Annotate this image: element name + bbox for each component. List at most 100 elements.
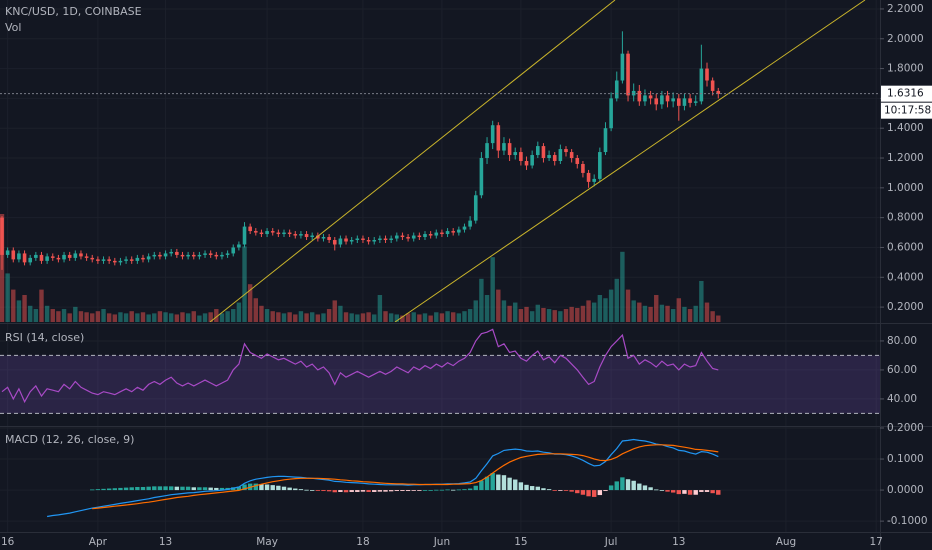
countdown-box xyxy=(881,102,932,119)
candle-body xyxy=(146,256,151,260)
volume-bar xyxy=(620,251,625,322)
candle-body xyxy=(84,256,89,258)
volume-bar xyxy=(174,314,180,322)
candle-body xyxy=(637,90,642,102)
volume-bar xyxy=(586,300,591,322)
macd-histogram-bar xyxy=(614,481,619,491)
volume-bar xyxy=(146,314,151,322)
volume-bar xyxy=(490,257,495,322)
volume-bar xyxy=(214,309,219,322)
candle-body xyxy=(547,155,551,159)
volume-bar xyxy=(372,314,377,322)
volume-bar xyxy=(411,312,416,322)
x-tick-label: 16 xyxy=(1,536,15,548)
volume-layer xyxy=(0,214,721,322)
macd-histogram-bar xyxy=(405,490,411,492)
macd-histogram-bar xyxy=(394,490,399,492)
candle-body xyxy=(688,98,692,103)
volume-bar xyxy=(135,313,140,322)
y-tick-label: 2.0000 xyxy=(887,33,924,45)
candle-body xyxy=(293,234,298,236)
volume-bar xyxy=(50,309,55,322)
volume-bar xyxy=(563,309,569,322)
volume-bar xyxy=(157,311,163,322)
candle-body xyxy=(287,232,292,235)
candle-body xyxy=(276,232,281,235)
macd-histogram-bar xyxy=(236,486,242,491)
volume-bar xyxy=(699,280,704,322)
candle-body xyxy=(457,229,461,233)
x-tick-label: 15 xyxy=(514,536,527,548)
candle-body xyxy=(541,146,546,159)
y-tick-label: 1.8000 xyxy=(887,63,924,75)
candle-body xyxy=(186,254,190,257)
volume-bar xyxy=(270,311,275,322)
y-tick-label: 0.2000 xyxy=(887,422,924,434)
candle-body xyxy=(361,238,365,241)
candle-body xyxy=(344,238,348,242)
macd-histogram-bar xyxy=(456,489,462,491)
candle-body xyxy=(34,254,38,258)
volume-bar xyxy=(592,302,597,322)
candle-body xyxy=(389,238,393,241)
macd-histogram-bar xyxy=(654,489,659,491)
candle-body xyxy=(519,152,523,161)
macd-histogram-bar xyxy=(349,490,354,492)
volume-bar xyxy=(405,313,411,322)
candle-body xyxy=(231,247,236,254)
volume-bar xyxy=(631,300,636,322)
macd-histogram-bar xyxy=(242,484,247,491)
volume-bar xyxy=(687,309,693,322)
volume-bar xyxy=(394,314,399,322)
volume-bar xyxy=(247,284,253,322)
candle-body xyxy=(118,260,123,263)
volume-bar xyxy=(541,307,546,322)
macd-histogram-bar xyxy=(135,486,140,491)
volume-bar xyxy=(118,312,123,322)
candle-body xyxy=(626,53,630,96)
y-tick-label: 1.4000 xyxy=(887,122,924,134)
macd-histogram-bar xyxy=(687,490,693,495)
rsi-pane xyxy=(0,328,880,414)
candle-body xyxy=(107,259,111,261)
candle-layer xyxy=(0,31,721,270)
candle-body xyxy=(530,155,534,166)
macd-histogram-bar xyxy=(699,490,704,492)
macd-histogram-bar xyxy=(321,490,326,492)
macd-histogram-bar xyxy=(631,480,636,491)
candle-body xyxy=(254,231,258,233)
volume-bar xyxy=(569,306,574,322)
volume-bar xyxy=(642,305,648,322)
macd-histogram-bar xyxy=(377,490,383,492)
volume-bar xyxy=(242,246,247,322)
volume-bar xyxy=(473,300,478,322)
macd-histogram-bar xyxy=(118,487,123,491)
macd-histogram-bar xyxy=(648,487,653,491)
volume-bar xyxy=(61,309,67,322)
y-tick-label: 2.2000 xyxy=(887,3,924,15)
symbol-title: KNC/USD, 1D, COINBASE xyxy=(5,5,142,18)
volume-bar xyxy=(56,311,61,322)
volume-label: Vol xyxy=(5,21,21,34)
volume-bar xyxy=(648,306,653,322)
candle-body xyxy=(496,125,501,151)
volume-bar xyxy=(575,307,580,322)
macd-histogram-bar xyxy=(603,490,608,492)
macd-histogram-bar xyxy=(467,488,473,491)
volume-bar xyxy=(479,278,484,322)
macd-histogram-bar xyxy=(608,485,614,491)
macd-histogram-bar xyxy=(529,486,535,491)
volume-bar xyxy=(603,298,608,322)
macd-histogram-bar xyxy=(253,483,258,491)
candle-body xyxy=(507,143,512,156)
candle-body xyxy=(39,254,44,261)
volume-bar xyxy=(366,312,371,322)
volume-bar xyxy=(152,313,157,322)
volume-bar xyxy=(529,311,535,322)
macd-histogram-bar xyxy=(360,490,366,492)
candle-body xyxy=(699,68,704,102)
macd-pane xyxy=(46,438,721,518)
candle-body xyxy=(378,238,382,241)
